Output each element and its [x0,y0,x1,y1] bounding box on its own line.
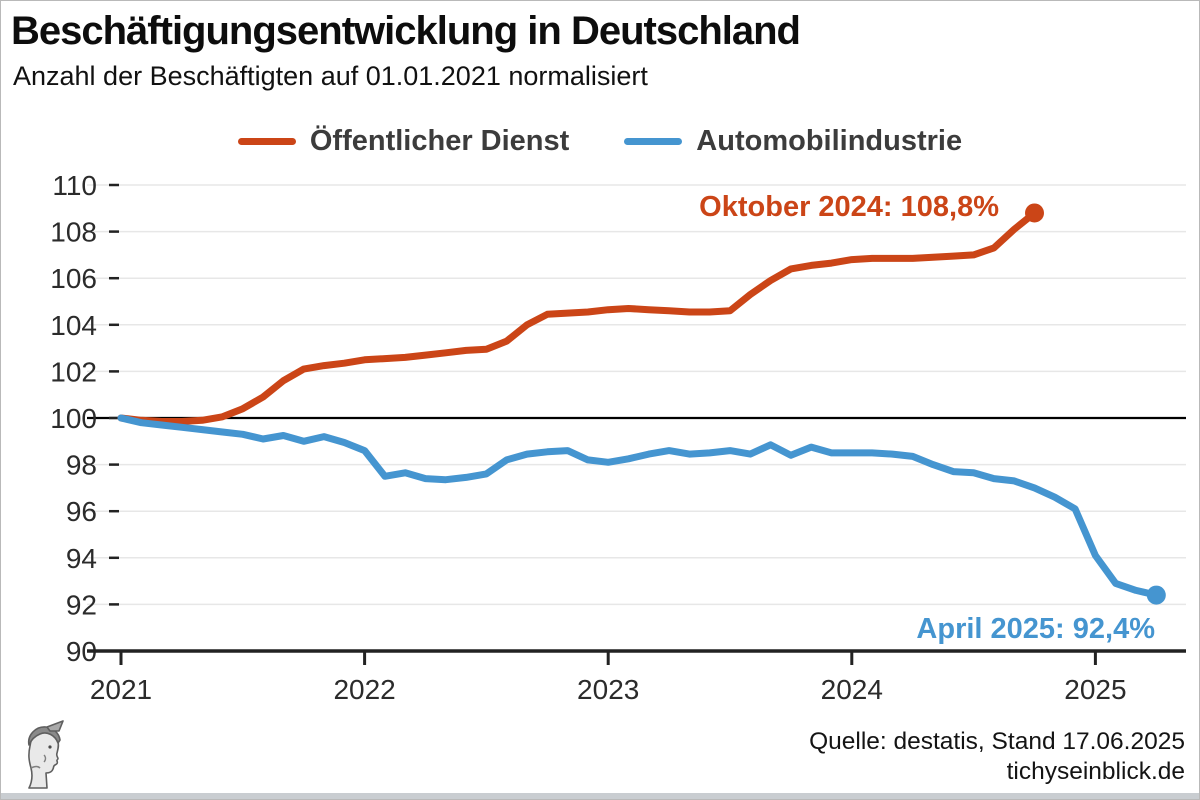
x-tick-label: 2021 [90,674,152,705]
legend-item-oeffentlicher-dienst: Öffentlicher Dienst [237,125,570,158]
y-tick-label: 108 [50,217,97,248]
source-block: Quelle: destatis, Stand 17.06.2025 tichy… [809,727,1185,787]
series-line-1 [117,414,1160,599]
x-tick-label: 2022 [333,674,395,705]
site-text: tichyseinblick.de [1006,757,1185,785]
x-tick-label: 2023 [577,674,639,705]
legend-swatch-blue-line [624,138,683,145]
x-tick-label: 2024 [821,674,883,705]
y-tick-label: 104 [50,310,97,341]
legend-item-automobilindustrie: Automobilindustrie [624,125,962,158]
y-tick-label: 110 [52,170,97,201]
y-tick-label: 102 [50,356,97,387]
annotation-april-2025: April 2025: 92,4% [916,613,1155,645]
bottom-accent-bar [1,793,1199,799]
chart-title: Beschäftigungsentwicklung in Deutschland [11,9,801,53]
chart-subtitle: Anzahl der Beschäftigten auf 01.01.2021 … [13,61,648,91]
annotation-oktober-2024: Oktober 2024: 108,8% [699,191,999,223]
source-text: Quelle: destatis, Stand 17.06.2025 [809,728,1185,755]
y-tick-label: 92 [66,589,97,620]
mercury-head-logo-icon [27,720,64,789]
legend-swatch-red-line [237,138,296,145]
series-line-0 [117,209,1038,425]
y-tick-label: 96 [66,496,97,527]
y-tick-label: 100 [50,403,97,434]
x-tick-label: 2025 [1064,674,1126,705]
series-end-dot-0 [1025,203,1044,223]
legend: Öffentlicher Dienst Automobilindustrie [1,125,1199,158]
series-end-dot-1 [1146,585,1166,605]
y-tick-label: 94 [66,543,97,574]
legend-label-automobilindustrie: Automobilindustrie [696,125,963,157]
y-tick-label: 106 [50,263,97,294]
legend-label-oeffentlicher-dienst: Öffentlicher Dienst [309,125,570,157]
y-tick-label: 98 [66,450,97,481]
